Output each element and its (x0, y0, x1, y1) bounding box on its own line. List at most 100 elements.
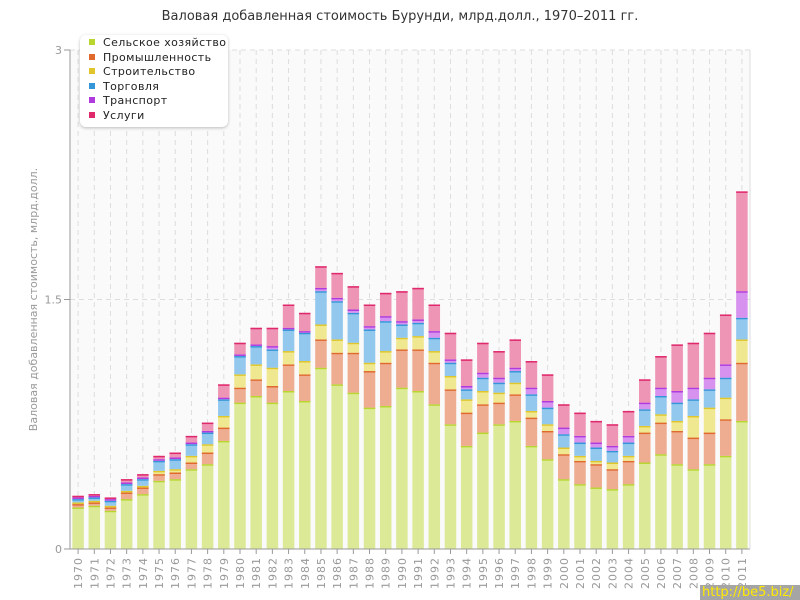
x-tick-label: 1980 (234, 557, 247, 589)
x-tick-label: 2003 (606, 557, 619, 589)
legend-label: Услуги (103, 109, 145, 122)
bar-segment-2 (460, 399, 473, 413)
legend-swatch (89, 112, 95, 118)
x-tick-label: 2006 (655, 557, 668, 589)
x-tick-label: 2002 (590, 557, 603, 589)
bar-segment-3 (201, 432, 214, 445)
bar-segment-0 (104, 510, 117, 550)
bar-segment-5 (347, 286, 360, 310)
bar-segment-4 (655, 387, 667, 396)
legend-item[interactable]: Сельское хозяйство (89, 36, 226, 50)
bar-segment-3 (639, 409, 651, 426)
bar-segment-3 (169, 459, 181, 470)
x-tick-label: 2005 (639, 557, 652, 589)
bar-segment-1 (234, 387, 246, 403)
x-tick-label: 1988 (364, 557, 377, 589)
bar-segment-0 (379, 405, 392, 549)
bar-segment-3 (315, 291, 327, 325)
legend-label: Строительство (103, 65, 196, 79)
bar-segment-1 (606, 469, 619, 490)
x-tick-label: 1992 (428, 557, 441, 589)
x-tick-label: 1994 (461, 557, 474, 589)
legend-label: Транспорт (103, 94, 168, 108)
bar-segment-0 (493, 424, 505, 549)
x-tick-label: 2011 (736, 557, 749, 589)
x-tick-label: 1995 (477, 557, 490, 589)
bar-segment-3 (412, 322, 424, 337)
bar-segment-3 (622, 442, 635, 456)
bar-segment-0 (525, 445, 538, 549)
bar-segment-5 (606, 424, 619, 446)
x-tick-label: 1975 (153, 557, 166, 589)
y-tick-label: 3 (55, 44, 62, 57)
bar-segment-0 (201, 464, 214, 550)
bar-segment-2 (703, 407, 716, 433)
bar-segment-3 (671, 402, 683, 421)
legend-item[interactable]: Транспорт (89, 94, 168, 108)
bar-segment-2 (379, 351, 392, 363)
legend-item[interactable]: Услуги (89, 109, 145, 123)
x-tick-label: 2007 (671, 557, 684, 589)
bar-segment-2 (719, 397, 732, 420)
x-tick-label: 1973 (121, 557, 134, 589)
bar-segment-5 (412, 287, 424, 320)
bar-segment-3 (266, 349, 279, 368)
bar-segment-1 (460, 412, 473, 446)
x-tick-label: 1998 (525, 557, 538, 589)
bar-segment-3 (687, 399, 700, 416)
bar-segment-1 (655, 422, 667, 455)
legend-swatch (89, 53, 95, 60)
bar-segment-3 (525, 394, 538, 411)
bar-segment-0 (331, 384, 343, 549)
bar-segment-2 (655, 414, 667, 423)
bar-segment-2 (493, 392, 505, 403)
bar-segment-5 (234, 342, 246, 355)
bar-segment-3 (234, 356, 246, 375)
bar-segment-5 (509, 339, 521, 368)
bar-segment-3 (331, 301, 343, 340)
bar-segment-0 (428, 404, 441, 550)
bar-segment-5 (574, 412, 586, 436)
bar-segment-2 (266, 367, 279, 386)
x-tick-label: 1985 (315, 557, 328, 589)
legend-item[interactable]: Промышленность (89, 51, 211, 65)
bar-segment-3 (396, 324, 408, 338)
bar-segment-1 (671, 430, 683, 465)
bar-segment-5 (396, 291, 408, 322)
x-tick-label: 1997 (509, 557, 522, 589)
legend-label: Торговля (103, 79, 160, 93)
bar-segment-5 (493, 351, 505, 378)
x-tick-label: 1993 (444, 557, 457, 589)
bar-segment-5 (639, 379, 651, 403)
bar-segment-0 (347, 392, 360, 549)
bar-segment-2 (282, 351, 295, 365)
legend-item[interactable]: Торговля (89, 80, 159, 94)
legend-item[interactable]: Строительство (89, 65, 196, 79)
x-tick-label: 1977 (185, 557, 198, 589)
bar-segment-3 (218, 399, 230, 416)
bar-segment-2 (428, 351, 441, 363)
watermark[interactable]: http://be5.biz/ (700, 585, 800, 600)
bar-segment-0 (412, 390, 424, 549)
bar-segment-5 (218, 384, 230, 398)
bar-segment-5 (250, 327, 262, 345)
bar-segment-0 (396, 387, 408, 550)
bar-segment-3 (282, 329, 295, 352)
bar-segment-0 (671, 464, 683, 550)
bar-segment-5 (541, 374, 554, 401)
bar-segment-0 (120, 499, 133, 550)
bar-segment-2 (477, 390, 489, 405)
bar-segment-5 (266, 327, 279, 347)
bar-segment-0 (590, 487, 602, 549)
bar-segment-0 (72, 507, 84, 549)
bar-segment-5 (363, 304, 376, 327)
bar-segment-3 (299, 332, 311, 362)
bar-segment-3 (719, 377, 732, 398)
bar-segment-1 (574, 460, 586, 485)
bar-segment-0 (541, 459, 554, 549)
x-tick-label: 1971 (88, 557, 101, 589)
bar-segment-5 (379, 292, 392, 317)
bar-segment-0 (234, 402, 246, 550)
bar-segment-1 (541, 430, 554, 460)
bar-segment-0 (622, 484, 635, 550)
